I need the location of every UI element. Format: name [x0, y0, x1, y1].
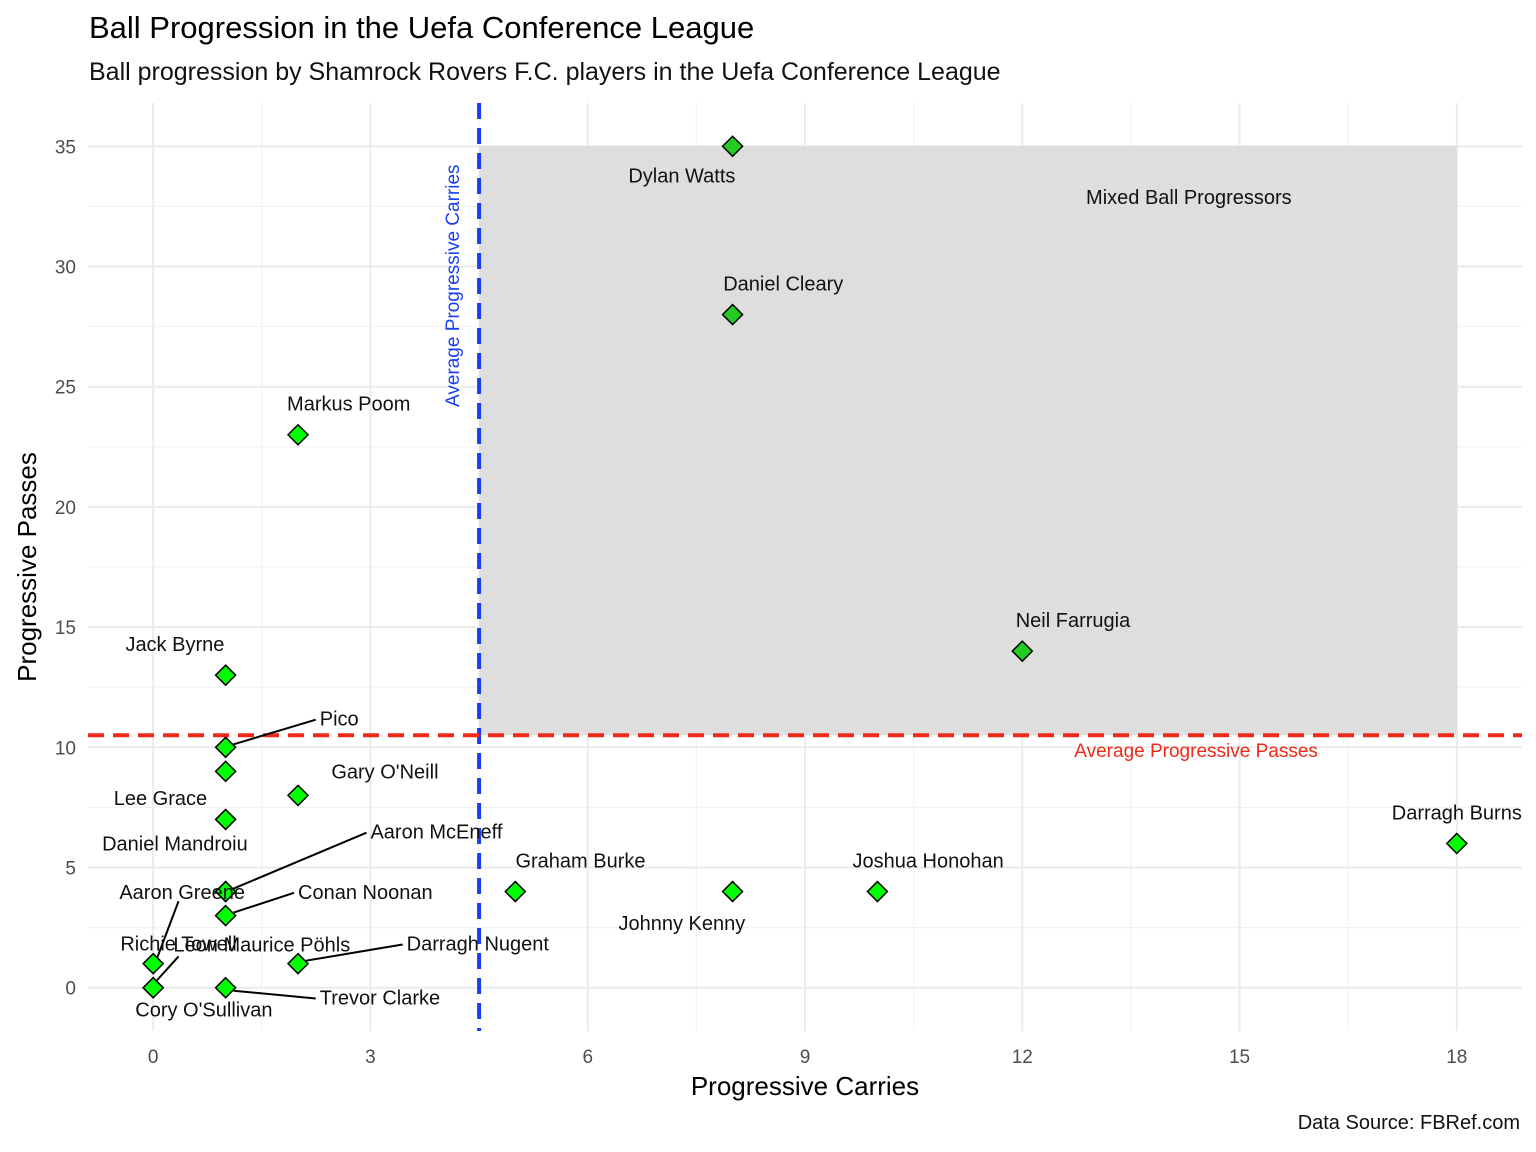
point-label: Lee Grace — [114, 788, 207, 810]
data-point-diamond — [214, 760, 237, 783]
point-label: Neil Farrugia — [1016, 610, 1131, 632]
x-axis-title: Progressive Carries — [691, 1071, 919, 1101]
point-label: Cory O'Sullivan — [135, 1000, 272, 1022]
point-label: Daniel Mandroiu — [102, 834, 248, 856]
point-label: Trevor Clarke — [320, 988, 440, 1010]
data-point-diamond — [214, 664, 237, 687]
chart-subtitle: Ball progression by Shamrock Rovers F.C.… — [89, 58, 1001, 86]
label-connector — [233, 718, 317, 746]
point-label: Aaron McEneff — [370, 822, 502, 844]
data-point-diamond — [142, 976, 165, 999]
quadrant-label: Mixed Ball Progressors — [1086, 187, 1292, 209]
mixed-progressors-region — [479, 146, 1457, 736]
data-point-diamond — [866, 880, 889, 903]
point-label: Richie Towell — [120, 933, 236, 955]
data-point-diamond — [142, 952, 165, 975]
data-point-diamond — [286, 784, 310, 807]
y-tick-label: 0 — [65, 979, 76, 1000]
point-label: Darragh Nugent — [407, 933, 550, 955]
x-tick-label: 3 — [365, 1047, 376, 1068]
point-label: Daniel Cleary — [723, 274, 843, 296]
point-label: Conan Noonan — [298, 882, 433, 904]
data-point-diamond — [721, 303, 744, 326]
data-point-diamond — [721, 135, 744, 158]
y-tick-label: 35 — [55, 137, 76, 158]
point-label: Graham Burke — [515, 851, 645, 873]
x-tick-label: 6 — [582, 1047, 593, 1068]
point-label: Leon Maurice Pöhls — [173, 935, 350, 957]
data-point-diamond — [214, 808, 237, 831]
label-connector — [156, 955, 180, 982]
point-label: Markus Poom — [287, 394, 410, 416]
point-label: Dylan Watts — [628, 165, 735, 187]
data-point-diamond — [214, 904, 237, 927]
x-tick-label: 18 — [1446, 1047, 1467, 1068]
label-connector — [233, 831, 367, 890]
point-label: Jack Byrne — [125, 634, 224, 656]
data-point-diamond — [504, 880, 527, 903]
y-tick-label: 10 — [55, 738, 76, 759]
data-point-diamond — [214, 880, 237, 903]
data-point-diamond — [721, 880, 744, 903]
avg-carries-label: Average Progressive Carries — [443, 164, 464, 407]
x-tick-label: 9 — [800, 1047, 811, 1068]
label-connector — [233, 989, 316, 1000]
label-connector — [305, 943, 403, 962]
point-label: Joshua Honohan — [853, 851, 1004, 873]
label-connector — [233, 891, 295, 914]
point-label: Aaron Greene — [119, 882, 245, 904]
y-tick-label: 5 — [65, 859, 76, 880]
data-point-diamond — [214, 976, 237, 999]
avg-passes-label: Average Progressive Passes — [1074, 741, 1318, 762]
data-point-diamond — [214, 736, 237, 759]
y-axis-title: Progressive Passes — [12, 452, 42, 682]
point-label: Johnny Kenny — [618, 913, 745, 935]
data-point-diamond — [1011, 640, 1034, 663]
y-tick-label: 15 — [55, 618, 76, 639]
data-point-diamond — [286, 423, 310, 446]
y-tick-label: 25 — [55, 378, 76, 399]
label-connector — [155, 900, 180, 960]
point-label: Darragh Burns — [1392, 802, 1522, 824]
point-label: Gary O'Neill — [331, 762, 438, 784]
chart-title: Ball Progression in the Uefa Conference … — [89, 10, 755, 45]
x-tick-label: 15 — [1229, 1047, 1250, 1068]
data-point-diamond — [286, 952, 310, 975]
x-tick-label: 0 — [148, 1047, 159, 1068]
data-point-diamond — [1445, 832, 1468, 855]
y-tick-label: 20 — [55, 498, 76, 519]
y-tick-label: 30 — [55, 257, 76, 278]
point-label: Pico — [320, 709, 359, 731]
data-source-caption: Data Source: FBRef.com — [1297, 1112, 1520, 1134]
x-tick-label: 12 — [1012, 1047, 1033, 1068]
